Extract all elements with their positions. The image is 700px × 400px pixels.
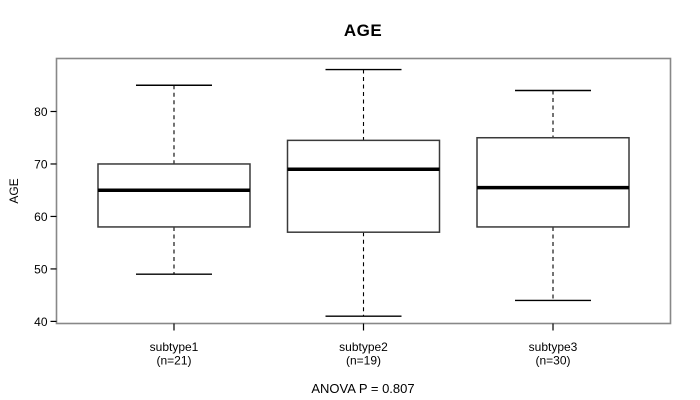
anova-p-annotation: ANOVA P = 0.807 [311, 381, 415, 396]
iqr-box [286, 139, 441, 233]
group-sublabel: (n=30) [535, 354, 570, 368]
y-tick-label: 80 [34, 105, 48, 119]
group-sublabel: (n=19) [346, 354, 381, 368]
chart-title: AGE [343, 21, 383, 40]
group-label: subtype3 [529, 340, 578, 354]
y-tick-label: 40 [34, 315, 48, 329]
iqr-box [476, 136, 630, 228]
y-tick-label: 70 [34, 158, 48, 172]
group-sublabel: (n=21) [156, 354, 191, 368]
group-label: subtype1 [150, 340, 199, 354]
iqr-box [97, 163, 251, 228]
y-tick-label: 60 [34, 210, 48, 224]
group-label: subtype2 [339, 340, 388, 354]
y-tick-label: 50 [34, 262, 48, 276]
